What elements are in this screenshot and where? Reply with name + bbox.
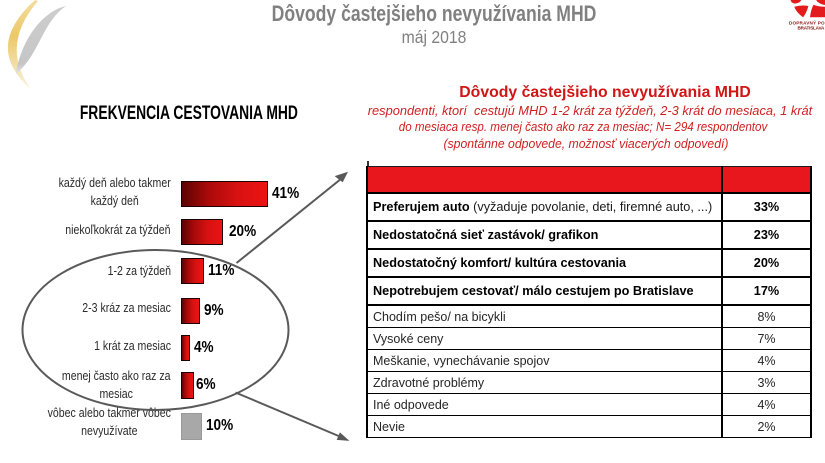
svg-text:BRATISLAVA: BRATISLAVA [798,26,825,31]
svg-text:DOPRAVNÝ PODNIK: DOPRAVNÝ PODNIK [789,20,825,26]
